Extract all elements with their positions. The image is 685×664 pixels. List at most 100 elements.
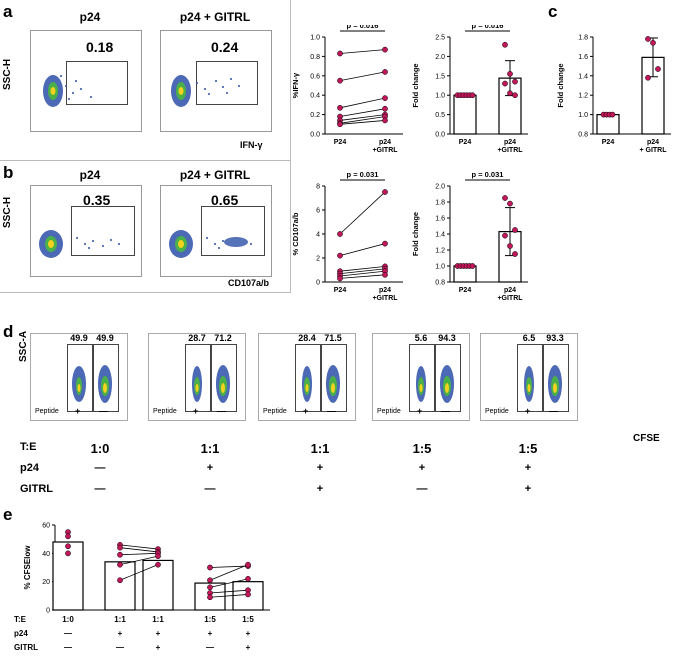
gate-box-left (185, 344, 211, 412)
cytometry-dots (39, 230, 120, 258)
row-label-gitrl: GITRL (14, 643, 38, 652)
data-point (655, 66, 661, 72)
p-value: p = 0.016 (347, 25, 379, 30)
row-cell-gitrl: — (206, 643, 214, 652)
peptide-plus: + (525, 406, 531, 416)
data-point (512, 227, 518, 233)
y-tick-label: 1.2 (578, 93, 588, 100)
data-point (469, 263, 476, 269)
chart-a-fold: 0.0 0.5 1.0 1.5 2.0 2.5 Fold change P24 p24+GITR… (411, 25, 528, 154)
pair-line (119, 555, 159, 566)
p-value: p = 0.016 (472, 25, 504, 30)
gate-value-right: 93.3 (546, 333, 564, 343)
x-tick-label: p24 (379, 139, 391, 146)
flow-plot-a1: 0.18 (30, 30, 142, 132)
y-tick-label: 2.0 (435, 54, 445, 61)
peptide-minus: — (327, 406, 336, 416)
x-axis-label-d: CFSE (633, 433, 660, 444)
pair-line (339, 270, 386, 277)
p-value: p = 0.031 (347, 172, 379, 179)
pair-line (339, 97, 386, 109)
row-cell-te: 1:1 (152, 615, 164, 624)
cytometry-dots (171, 75, 240, 107)
peptide-plus: + (193, 406, 199, 416)
y-tick-label: 0.6 (310, 73, 320, 80)
y-tick-label: 1.8 (578, 35, 588, 42)
peptide-plus: + (303, 406, 309, 416)
row-cell-gitrl: + (156, 643, 161, 652)
y-tick-label: 0.2 (310, 112, 320, 119)
data-point (512, 92, 518, 99)
panel-letter-c: c (548, 2, 558, 21)
row-cell-p24: + (206, 462, 214, 474)
x-tick-label: p24 (379, 287, 391, 294)
cytometry-dots (192, 365, 230, 403)
pair-line (339, 116, 386, 124)
data-point (337, 121, 343, 128)
row-label-p24: p24 (20, 462, 39, 474)
row-cell-gitrl: + (316, 483, 324, 495)
panel-a-flow: p24 p24 + GITRL SSC-H 0.18 0.24 IFN-γ (0, 0, 291, 161)
pair-line (119, 564, 159, 581)
y-tick-label: 8 (316, 184, 320, 191)
row-cell-p24: — (64, 629, 72, 638)
data-point (155, 561, 161, 568)
row-cell-p24: + (418, 462, 426, 474)
y-tick-label: 1.0 (310, 35, 320, 42)
row-cell-p24: + (118, 629, 123, 638)
bar (453, 94, 477, 135)
gate-value-right: 71.5 (324, 333, 342, 343)
y-tick-label: 1.2 (435, 248, 445, 255)
row-cell-gitrl: — (204, 483, 216, 495)
data-point (117, 544, 123, 551)
panel-letter-b: b (3, 163, 14, 182)
chart-e-cfse: 0 20 40 60 % CFSElow T:E 1:0 1:1 1:1 1:5 1:5 p24 — + +… (14, 523, 270, 652)
x-tick-label: +GITRL (372, 147, 398, 154)
pair-line (119, 552, 159, 556)
peptide-label: Peptide (377, 408, 401, 415)
peptide-label: Peptide (153, 408, 177, 415)
data-point (382, 271, 388, 278)
chart-a-ifn: 0.0 0.2 0.4 0.6 0.8 1.0 %IFN-γ P24 p24+GITRL p = … (291, 25, 403, 154)
data-point (469, 92, 476, 99)
y-tick-label: 0.0 (310, 132, 320, 139)
pair-line (209, 578, 249, 588)
gate-box-left (67, 344, 93, 412)
y-tick-label: 0.4 (310, 93, 320, 100)
row-cell-p24: + (208, 629, 213, 638)
x-tick-label: P24 (334, 287, 347, 294)
x-tick-label: p24 (504, 287, 516, 294)
flow-title-b2: p24 + GITRL (179, 168, 251, 182)
peptide-minus: — (441, 406, 450, 416)
bar (142, 559, 174, 611)
data-point (337, 252, 343, 259)
gate-box (201, 206, 265, 256)
panel-letter-a: a (3, 2, 13, 21)
data-point (382, 117, 388, 124)
y-axis-label-b: SSC-H (2, 196, 13, 228)
data-point (207, 564, 213, 571)
data-point (207, 594, 213, 601)
flow-title-b1: p24 (79, 168, 101, 182)
y-tick-label: 2 (316, 256, 320, 263)
x-tick-label: P24 (459, 139, 472, 146)
gate-value-right: 71.2 (214, 333, 232, 343)
row-cell-te: 1:0 (62, 615, 74, 624)
row-cell-gitrl: + (246, 643, 251, 652)
peptide-label: Peptide (263, 408, 287, 415)
row-cell-p24: + (316, 462, 324, 474)
cfse-flow-plot: 49.9 49.9 Peptide + — (30, 333, 128, 421)
y-tick-label: 1.4 (435, 232, 445, 239)
data-point (609, 111, 616, 118)
data-point (245, 561, 251, 568)
data-point (65, 533, 71, 540)
x-tick-label: P24 (459, 287, 472, 294)
panel-letter-e: e (3, 505, 13, 524)
data-point (65, 550, 71, 557)
data-point (645, 36, 651, 42)
cfse-flow-plot: 6.5 93.3 Peptide + — (480, 333, 578, 421)
row-cell-gitrl: — (416, 483, 428, 495)
panel-letter-d: d (3, 322, 14, 341)
pair-line (209, 565, 249, 568)
y-tick-label: 0 (46, 608, 50, 615)
